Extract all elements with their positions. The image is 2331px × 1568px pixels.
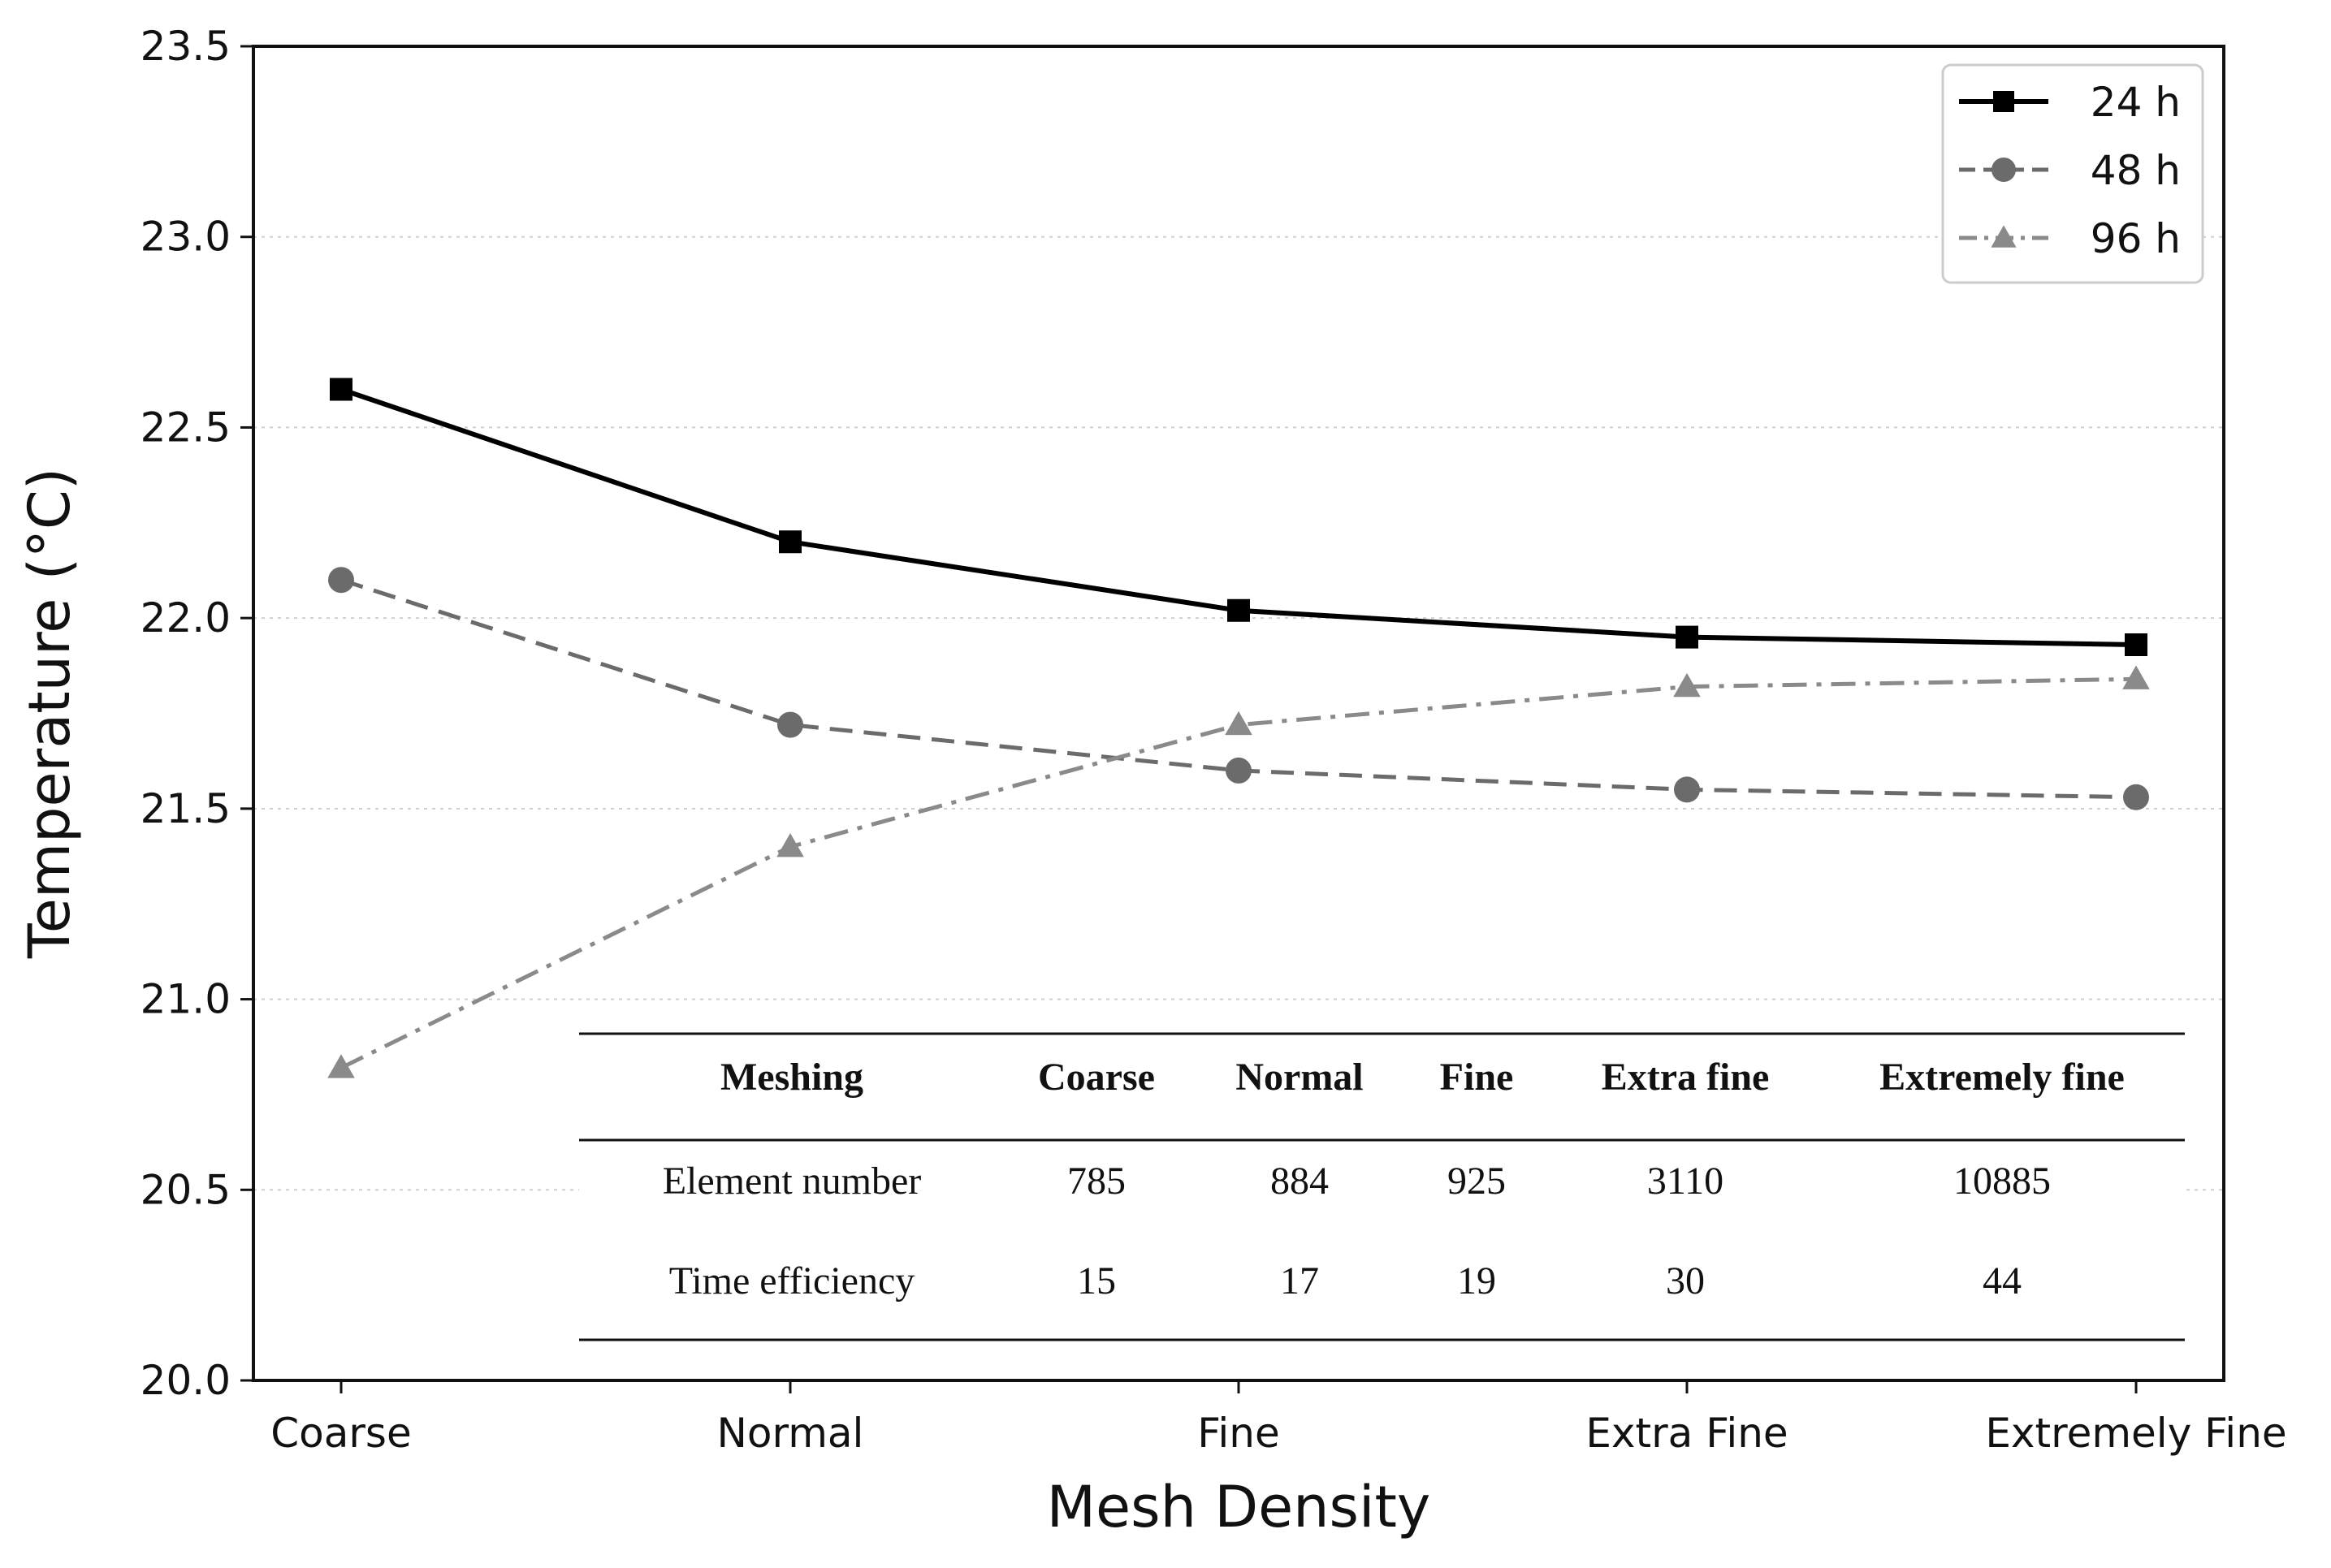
- series-layer: [327, 378, 2150, 1078]
- table-cell: 3110: [1647, 1160, 1723, 1203]
- data-point: [1992, 158, 2016, 182]
- legend: 24 h 48 h 96 h: [1941, 63, 2204, 284]
- y-tick-label: 20.5: [141, 1166, 231, 1213]
- table-cell: 884: [1270, 1160, 1329, 1203]
- table-cell: 30: [1666, 1259, 1705, 1302]
- legend-item: 24 h: [1959, 79, 2181, 126]
- data-point: [1674, 776, 1700, 803]
- legend-label: 24 h: [2091, 79, 2181, 126]
- table-cell: Time efficiency: [669, 1259, 915, 1302]
- data-point: [1673, 672, 1701, 698]
- x-tick-label: Fine: [1197, 1410, 1279, 1457]
- legend-label: 96 h: [2091, 215, 2181, 262]
- data-point: [327, 1054, 355, 1078]
- data-point: [1227, 598, 1250, 622]
- legend-box: [1941, 63, 2204, 284]
- data-point: [328, 567, 354, 594]
- series-96-h: [327, 665, 2150, 1078]
- table-cell: 925: [1447, 1160, 1506, 1203]
- table-cell: 10885: [1953, 1160, 2051, 1203]
- table-header-cell: Normal: [1235, 1056, 1363, 1099]
- data-point: [330, 378, 352, 401]
- y-tick-label: 21.0: [141, 976, 231, 1023]
- data-point: [776, 833, 804, 857]
- series-48-h: [328, 567, 2149, 810]
- data-point: [1993, 91, 2014, 112]
- table-cell: 19: [1457, 1259, 1496, 1302]
- table-background: [579, 1030, 2185, 1342]
- table-cell: 44: [1983, 1259, 2022, 1302]
- data-point: [1991, 225, 2017, 248]
- data-point: [779, 530, 802, 554]
- data-point: [2122, 665, 2150, 689]
- table-header-cell: Extra fine: [1602, 1056, 1770, 1099]
- table-cell: 785: [1067, 1160, 1126, 1203]
- table-header-cell: Meshing: [720, 1056, 863, 1099]
- table-header-cell: Fine: [1440, 1056, 1514, 1099]
- data-point: [1676, 625, 1698, 649]
- series-line: [339, 676, 2137, 1070]
- table-cell: 15: [1077, 1259, 1116, 1302]
- data-point: [2123, 784, 2149, 810]
- data-point: [2125, 633, 2147, 657]
- data-point: [1225, 711, 1252, 736]
- table-header-cell: Extremely fine: [1879, 1056, 2125, 1099]
- series-24-h: [330, 378, 2147, 657]
- x-tick-label: Extra Fine: [1585, 1410, 1788, 1457]
- y-tick-label: 23.5: [141, 23, 231, 70]
- y-tick-label: 22.0: [141, 594, 231, 641]
- y-tick-label: 22.5: [141, 404, 231, 451]
- y-tick-label: 20.0: [141, 1357, 231, 1404]
- table-header-cell: Coarse: [1038, 1056, 1155, 1099]
- data-point: [1226, 757, 1252, 784]
- y-tick-label: 23.0: [141, 214, 231, 261]
- axes: 20.0 20.5 21.0 21.5 22.0 22.5 23.0 23.5 Coarse No…: [141, 23, 2287, 1457]
- x-tick-label: Coarse: [270, 1410, 412, 1457]
- data-point: [777, 711, 803, 738]
- y-tick-label: 21.5: [141, 785, 231, 832]
- x-tick-label: Extremely Fine: [1985, 1410, 2286, 1457]
- x-tick-label: Normal: [717, 1410, 864, 1457]
- legend-item: 48 h: [1959, 147, 2181, 194]
- table-cell: Element number: [663, 1160, 922, 1203]
- x-axis-title: Mesh Density: [1047, 1474, 1431, 1540]
- y-axis-title: Temperature (°C): [16, 468, 83, 959]
- inset-table: Meshing Coarse Normal Fine Extra fine Extreme…: [579, 1030, 2185, 1342]
- legend-label: 48 h: [2091, 147, 2181, 194]
- legend-item: 96 h: [1959, 215, 2181, 262]
- table-cell: 17: [1280, 1259, 1319, 1302]
